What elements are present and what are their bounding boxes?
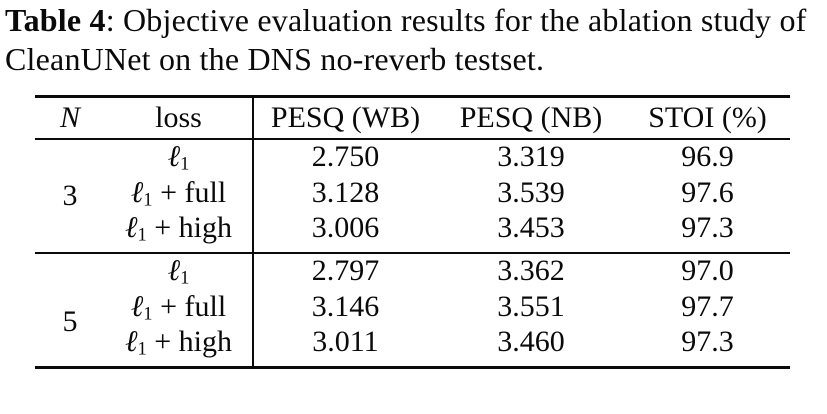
loss-subscript: 1: [137, 224, 147, 246]
pesq-nb-cell: 3.539: [497, 175, 565, 209]
table-header: N loss PESQ (WB) PESQ (NB) STOI (%): [35, 96, 790, 140]
pesq-wb-cell: 3.011: [252, 324, 437, 367]
stoi-cell: 97.7: [681, 289, 734, 323]
table-row: 3 ℓ1 2.750 3.319 96.9: [35, 138, 790, 212]
pesq-wb-cell: 3.006: [252, 210, 437, 253]
loss-suffix: + high: [146, 324, 233, 358]
table-row: ℓ1 + full 3.146 3.551 97.7: [35, 288, 790, 325]
pesq-nb-cell: 3.319: [497, 140, 565, 173]
pesq-wb-cell: 3.128: [252, 174, 437, 211]
loss-symbol: ℓ: [167, 140, 181, 173]
table-row: ℓ1 + high 3.011 3.460 97.3: [35, 324, 790, 368]
caption-label: Table 4: [5, 2, 106, 38]
stoi-cell: 97.6: [681, 175, 734, 209]
table-row: ℓ1 + high 3.006 3.453 97.3: [35, 210, 790, 253]
loss-cell: ℓ1 + full: [105, 175, 253, 211]
pesq-nb-cell: 3.362: [437, 251, 625, 289]
col-header-pesq-wb: PESQ (WB): [252, 96, 437, 140]
results-table: N loss PESQ (WB) PESQ (NB) STOI (%) 3 ℓ1…: [35, 95, 790, 369]
col-header-loss: loss: [105, 96, 253, 140]
loss-cell: ℓ1: [105, 251, 253, 289]
pesq-wb-cell: 3.146: [252, 288, 437, 325]
pesq-wb-cell: 2.797: [252, 251, 437, 289]
loss-cell: ℓ1 + full: [105, 289, 253, 325]
results-table-container: N loss PESQ (WB) PESQ (NB) STOI (%) 3 ℓ1…: [35, 95, 790, 369]
loss-suffix: + full: [152, 175, 227, 209]
pesq-nb-cell: 3.551: [497, 289, 565, 323]
table-body: 3 ℓ1 2.750 3.319 96.9 ℓ1 + full 3.128 3.…: [35, 138, 790, 368]
table-caption: Table 4: Objective evaluation results fo…: [5, 1, 825, 79]
loss-subscript: 1: [137, 338, 147, 360]
loss-subscript: 1: [180, 153, 190, 175]
loss-symbol: ℓ: [130, 289, 144, 323]
stoi-cell: 97.3: [681, 324, 734, 358]
loss-cell: ℓ1 + high: [105, 325, 253, 368]
loss-subscript: 1: [180, 267, 190, 289]
loss-symbol: ℓ: [130, 175, 144, 209]
loss-symbol: ℓ: [124, 324, 138, 358]
stoi-cell: 97.3: [681, 210, 734, 244]
header-row: N loss PESQ (WB) PESQ (NB) STOI (%): [35, 96, 790, 140]
loss-cell: ℓ1 + high: [105, 211, 253, 253]
stoi-cell: 96.9: [681, 140, 734, 173]
loss-symbol: ℓ: [124, 210, 138, 244]
n-group-cell: 3: [35, 139, 105, 253]
loss-symbol: ℓ: [167, 254, 181, 287]
table-row: ℓ1 + full 3.128 3.539 97.6: [35, 174, 790, 211]
loss-cell: ℓ1: [105, 139, 253, 175]
stoi-cell: 97.0: [625, 251, 790, 289]
table-row: 5 ℓ1 2.797 3.362 97.0: [35, 251, 790, 367]
caption-text: : Objective evaluation results for the a…: [5, 2, 807, 77]
col-header-n: N: [35, 96, 105, 140]
loss-subscript: 1: [143, 303, 153, 325]
n-value: 3: [62, 178, 78, 212]
col-header-stoi: STOI (%): [625, 96, 790, 140]
pesq-nb-cell: 3.460: [497, 324, 565, 358]
pesq-wb-cell: 2.750: [252, 138, 437, 175]
pesq-nb-cell: 3.453: [497, 210, 565, 244]
col-header-pesq-nb: PESQ (NB): [437, 96, 625, 140]
loss-suffix: + full: [152, 289, 227, 323]
loss-subscript: 1: [143, 189, 153, 211]
n-group-cell: 5: [35, 251, 105, 367]
loss-suffix: + high: [146, 210, 233, 244]
n-value: 5: [62, 304, 78, 338]
